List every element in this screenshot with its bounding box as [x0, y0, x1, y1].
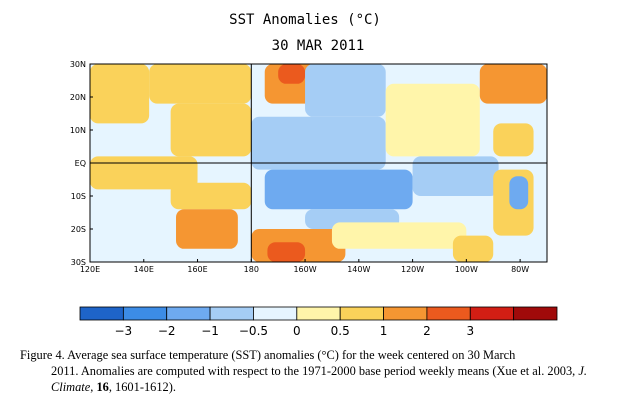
- lon-tick-label: 140W: [347, 265, 370, 274]
- lon-tick-label: 140E: [134, 265, 154, 274]
- caption-journal: J. Climate: [51, 364, 587, 394]
- anomaly-region-1: [149, 64, 252, 104]
- caption-body: 2011. Anomalies are computed with respec…: [51, 364, 579, 378]
- lon-tick-label: 120E: [80, 265, 100, 274]
- colorbar-swatch: [339, 306, 384, 321]
- lat-tick-label: 30N: [70, 60, 86, 69]
- lat-tick-label: 20S: [71, 225, 86, 234]
- chart-date: 30 MAR 2011: [272, 38, 365, 54]
- anomaly-region-16: [170, 182, 252, 210]
- colorbar-swatch: [166, 306, 211, 321]
- caption-line-2: 2011. Anomalies are computed with respec…: [20, 363, 632, 395]
- colorbar-tick-label: 1: [380, 324, 388, 338]
- anomaly-region-3: [278, 64, 306, 84]
- color-scale-legend: −3 −2 −1 −0.5 0 0.5 1 2 3: [79, 306, 558, 338]
- caption-volume: 16: [96, 380, 109, 394]
- anomaly-region-17: [176, 209, 238, 249]
- anomaly-region-12: [412, 156, 499, 196]
- colorbar-tick-label: −2: [158, 324, 176, 338]
- colorbar-swatch: [426, 306, 471, 321]
- colorbar-tick-label: 2: [423, 324, 431, 338]
- caption-separator: ,: [90, 380, 97, 394]
- lat-tick-label: 20N: [70, 93, 86, 102]
- anomaly-region-10: [264, 169, 413, 210]
- colorbar-swatch: [296, 306, 341, 321]
- colorbar-tick-label: 0: [293, 324, 301, 338]
- figure-caption: Figure 4. Average sea surface temperatur…: [20, 347, 632, 395]
- anomaly-region-0: [90, 64, 150, 124]
- colorbar-tick-label: −3: [115, 324, 133, 338]
- anomaly-region-15: [90, 156, 198, 190]
- sst-anomaly-map: [89, 63, 548, 263]
- anomaly-region-14: [509, 176, 529, 210]
- lat-tick-label: 10S: [71, 192, 86, 201]
- colorbar-swatch: [79, 306, 124, 321]
- anomaly-region-7: [385, 83, 480, 157]
- anomaly-region-8: [479, 64, 547, 104]
- colorbar-tick-label: 3: [466, 324, 474, 338]
- anomaly-region-19: [267, 242, 306, 262]
- colorbar-tick-label: −0.5: [239, 324, 268, 338]
- colorbar-swatch: [122, 306, 168, 321]
- anomaly-region-20: [331, 222, 467, 249]
- anomaly-region-21: [452, 235, 494, 262]
- colorbar-swatch: [513, 306, 558, 321]
- caption-line-1: Figure 4. Average sea surface temperatur…: [20, 348, 516, 362]
- lat-tick-label: 30S: [71, 258, 86, 267]
- colorbar-swatch: [383, 306, 428, 321]
- anomaly-region-5: [251, 116, 386, 170]
- colorbar-tick-label: 0.5: [331, 324, 350, 338]
- chart-title: SST Anomalies (°C): [229, 12, 381, 28]
- lon-tick-label: 120W: [401, 265, 424, 274]
- lon-tick-label: 160E: [187, 265, 207, 274]
- caption-pages: , 1601-1612).: [108, 380, 176, 394]
- lon-tick-label: 80W: [511, 265, 529, 274]
- colorbar-swatch: [253, 306, 298, 321]
- latitude-axis: 30N 20N 10N EQ 10S 20S 30S: [70, 60, 93, 267]
- lon-tick-label: 100W: [455, 265, 478, 274]
- lon-tick-label: 180: [244, 265, 259, 274]
- colorbar-swatch: [209, 306, 254, 321]
- anomaly-region-6: [305, 64, 386, 117]
- lat-tick-label: 10N: [70, 126, 86, 135]
- anomaly-region-4: [170, 103, 252, 157]
- longitude-axis: 120E 140E 160E 180 160W 140W 120W 100W 80W: [80, 259, 529, 274]
- anomaly-region-9: [493, 123, 534, 157]
- lon-tick-label: 160W: [293, 265, 316, 274]
- colorbar-swatch: [469, 306, 515, 321]
- lat-tick-label: EQ: [75, 159, 86, 168]
- colorbar-tick-label: −1: [201, 324, 219, 338]
